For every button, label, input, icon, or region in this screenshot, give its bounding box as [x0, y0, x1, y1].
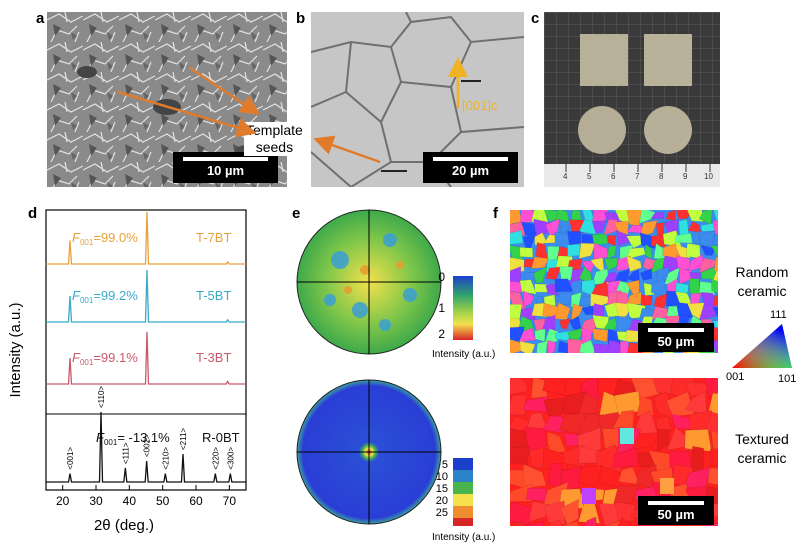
panel-letter-c: c [531, 10, 540, 27]
panel-letter-e: e [292, 205, 301, 222]
panel-letter-d: d [28, 205, 38, 222]
xrd-peak-label: <210> [161, 447, 170, 470]
colorbar-top-label: 0 [438, 270, 445, 284]
xrd-xtick-label: 40 [123, 494, 137, 508]
colorbar-bottom-label: 20 [436, 495, 448, 507]
xrd-peak-label: <300> [226, 447, 235, 470]
textured-ceramic-label: Textured ceramic [735, 431, 789, 466]
intensity-label-bottom: Intensity (a.u.) [432, 532, 495, 543]
scale-bar-f-top: 50 µm [638, 323, 714, 352]
ruler-tick-label: 10 [704, 172, 713, 181]
ebsd-random-map: 50 µm [510, 210, 718, 353]
direction-label-b: [001]c [462, 98, 498, 113]
sample-photo-drawing [544, 12, 720, 187]
xrd-series-name: R-0BT [202, 430, 240, 445]
xrd-xtick-label: 50 [156, 494, 170, 508]
xrd-series-line [46, 211, 246, 265]
ruler-tick-label: 9 [683, 172, 688, 181]
xrd-xtick-label: 70 [223, 494, 237, 508]
xrd-series-line [46, 269, 246, 323]
intensity-label-top: Intensity (a.u.) [432, 349, 495, 360]
xrd-xtick-label: 60 [189, 494, 203, 508]
xrd-fvalue-label: F001=99.1% [72, 350, 138, 367]
panel-letter-a: a [36, 10, 45, 27]
pole-figure-top [296, 209, 442, 355]
xrd-series-line [46, 331, 246, 385]
ruler-tick-label: 5 [587, 172, 592, 181]
ruler-tick-label: 8 [659, 172, 664, 181]
colorbar-bottom-label: 15 [436, 483, 448, 495]
xrd-peak-label: <001> [66, 447, 75, 470]
colorbar-bottom [453, 458, 473, 526]
ruler-tick-label: 4 [563, 172, 568, 181]
xrd-peak-label: <110> [97, 386, 106, 408]
sem-image-b: 20 µm [311, 12, 524, 187]
xrd-fvalue-label: F001=99.0% [72, 230, 138, 247]
panel-letter-f: f [493, 205, 498, 222]
xrd-peak-label: <220> [211, 447, 220, 470]
colorbar-top-label: 1 [438, 301, 445, 315]
random-ceramic-label: Random ceramic [735, 264, 789, 299]
xrd-peak-label: <111> [121, 442, 130, 464]
ipf-label-001: 001 [726, 371, 744, 383]
ebsd-random-grains [510, 210, 718, 353]
scale-bar-a: 10 µm [173, 152, 278, 183]
xrd-xtick-label: 20 [56, 494, 70, 508]
colorbar-top [453, 276, 473, 340]
colorbar-top-label: 2 [438, 327, 445, 341]
ruler-tick-label: 7 [635, 172, 640, 181]
pole-figure-bottom [296, 379, 442, 525]
colorbar-bottom-label: 10 [436, 471, 448, 483]
template-seeds-label: Template seeds [244, 122, 305, 156]
xrd-plot-frame [45, 209, 247, 491]
xrd-chart: 20 30 40 50 60 70 T-7BT F001=99.0% T-5BT F001=99… [7, 209, 247, 534]
ipf-label-111: 111 [770, 309, 787, 321]
scale-bar-b: 20 µm [423, 152, 518, 183]
xrd-xlabel: 2θ (deg.) [94, 517, 154, 534]
panel-letter-b: b [296, 10, 306, 27]
xrd-fvalue-label: F001= -13.1% [96, 430, 170, 447]
ruler-tick-label: 6 [611, 172, 616, 181]
colorbar-bottom-label: 25 [436, 507, 448, 519]
ruler-labels: 4 5 6 7 8 9 10 [544, 172, 720, 187]
xrd-peak-label: <002> [143, 434, 152, 457]
ebsd-textured-map: 50 µm [510, 378, 718, 526]
template-seed-arrows [117, 57, 468, 164]
xrd-series-name: T-5BT [196, 288, 231, 303]
xrd-peak-label: <211> [179, 428, 188, 450]
ipf-label-101: 101 [778, 373, 796, 385]
sample-photo-c: 4 5 6 7 8 9 10 [544, 12, 720, 187]
xrd-ylabel: Intensity (a.u.) [7, 302, 24, 397]
xrd-xtick-label: 30 [89, 494, 103, 508]
xrd-series-name: T-7BT [196, 230, 231, 245]
xrd-series-name: T-3BT [196, 350, 231, 365]
colorbar-bottom-label: 5 [442, 459, 448, 471]
ipf-color-key: 111 001 101 [726, 309, 796, 385]
xrd-series-line [46, 411, 246, 483]
xrd-fvalue-label: F001=99.2% [72, 288, 138, 305]
scale-bar-f-bottom: 50 µm [638, 496, 714, 525]
